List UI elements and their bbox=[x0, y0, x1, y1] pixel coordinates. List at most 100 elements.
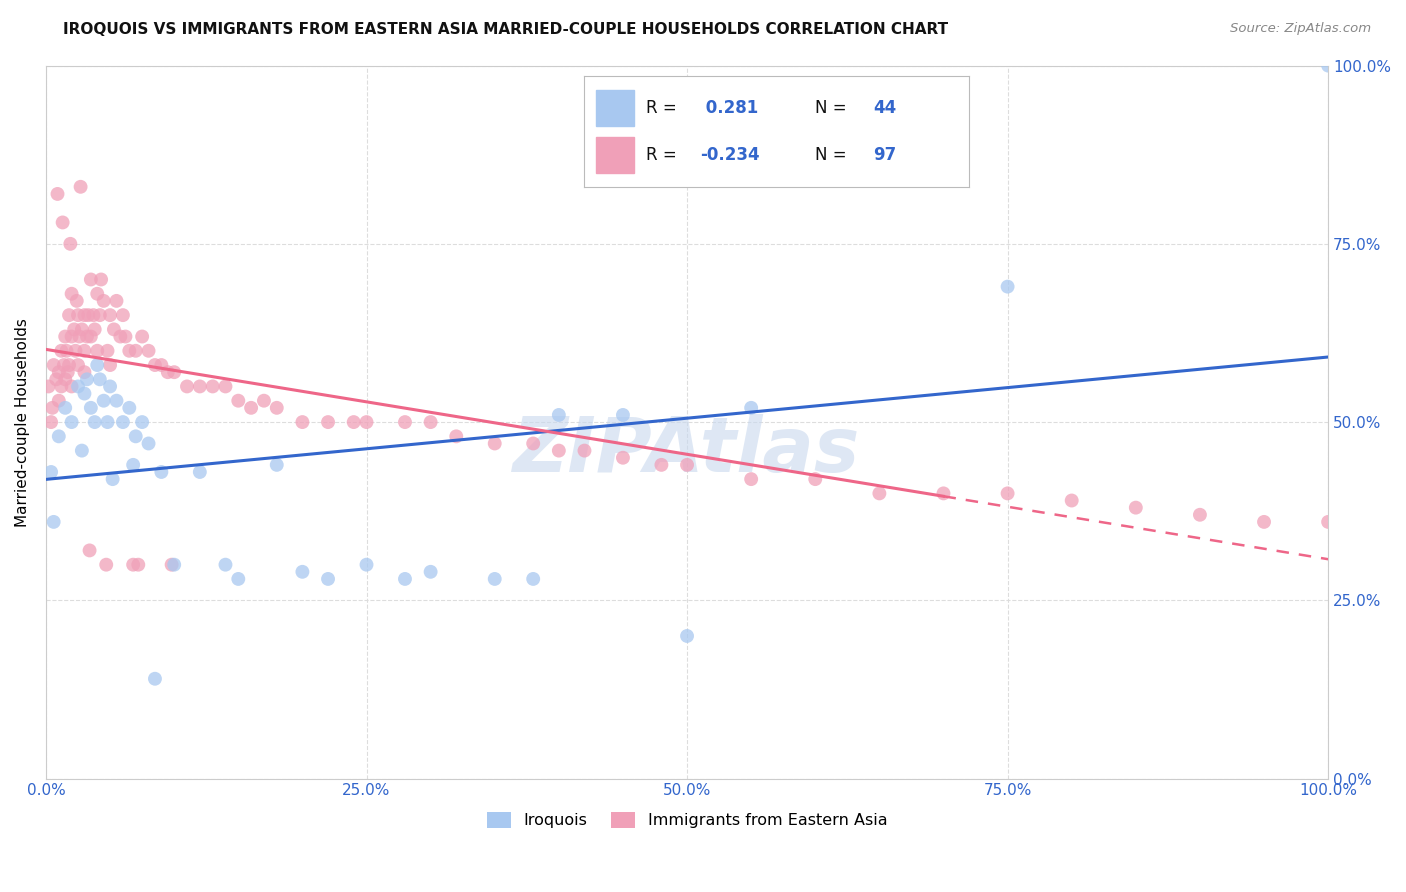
Point bbox=[56, 365, 79, 379]
Point bbox=[48, 429, 70, 443]
Point bbox=[70, 443, 93, 458]
Point bbox=[83, 415, 105, 429]
Point bbox=[114, 329, 136, 343]
Point bbox=[160, 558, 183, 572]
Point bbox=[60, 415, 83, 429]
Point bbox=[38, 379, 60, 393]
Point bbox=[86, 343, 108, 358]
Point bbox=[226, 572, 249, 586]
Point bbox=[131, 329, 153, 343]
Point bbox=[53, 329, 76, 343]
Point bbox=[80, 329, 103, 343]
Point bbox=[83, 322, 105, 336]
Point bbox=[266, 458, 288, 472]
Point bbox=[1125, 500, 1147, 515]
Point bbox=[118, 343, 141, 358]
Point bbox=[39, 415, 62, 429]
Point bbox=[163, 558, 186, 572]
Point bbox=[66, 379, 89, 393]
Point bbox=[138, 343, 160, 358]
Point bbox=[150, 465, 173, 479]
Point bbox=[79, 543, 101, 558]
Point bbox=[105, 293, 128, 308]
Point bbox=[574, 443, 596, 458]
Point bbox=[176, 379, 198, 393]
Text: IROQUOIS VS IMMIGRANTS FROM EASTERN ASIA MARRIED-COUPLE HOUSEHOLDS CORRELATION C: IROQUOIS VS IMMIGRANTS FROM EASTERN ASIA… bbox=[63, 22, 949, 37]
Point bbox=[86, 286, 108, 301]
Point bbox=[740, 401, 762, 415]
Point bbox=[316, 415, 339, 429]
Point bbox=[96, 343, 118, 358]
Point bbox=[419, 415, 441, 429]
Point bbox=[89, 308, 111, 322]
Point bbox=[612, 408, 634, 422]
Point bbox=[253, 393, 276, 408]
Point bbox=[356, 415, 378, 429]
Point bbox=[394, 415, 416, 429]
Point bbox=[188, 465, 211, 479]
Point bbox=[76, 329, 98, 343]
Point bbox=[226, 393, 249, 408]
Point bbox=[868, 486, 890, 500]
Point bbox=[804, 472, 827, 486]
Point bbox=[676, 629, 699, 643]
Point bbox=[143, 358, 166, 372]
Point bbox=[131, 415, 153, 429]
Point bbox=[60, 329, 83, 343]
Point bbox=[1317, 515, 1340, 529]
Point bbox=[46, 186, 69, 201]
Point bbox=[80, 272, 103, 286]
Point bbox=[73, 365, 96, 379]
Point bbox=[65, 343, 87, 358]
Point bbox=[547, 443, 569, 458]
Point bbox=[67, 329, 90, 343]
Point bbox=[73, 308, 96, 322]
Point bbox=[53, 401, 76, 415]
Point bbox=[110, 329, 132, 343]
Point bbox=[1317, 59, 1340, 73]
Point bbox=[42, 358, 65, 372]
Point bbox=[96, 415, 118, 429]
Point bbox=[612, 450, 634, 465]
Point bbox=[522, 436, 544, 450]
Point bbox=[1060, 493, 1083, 508]
Point bbox=[80, 401, 103, 415]
Point bbox=[118, 401, 141, 415]
Point bbox=[111, 308, 134, 322]
Point bbox=[394, 572, 416, 586]
Point bbox=[70, 322, 93, 336]
Point bbox=[650, 458, 672, 472]
Point bbox=[446, 429, 468, 443]
Point bbox=[90, 272, 112, 286]
Point bbox=[111, 415, 134, 429]
Point bbox=[150, 358, 173, 372]
Point bbox=[58, 308, 80, 322]
Point bbox=[125, 429, 148, 443]
Point bbox=[1253, 515, 1275, 529]
Point bbox=[60, 379, 83, 393]
Point bbox=[1188, 508, 1211, 522]
Point bbox=[101, 472, 124, 486]
Point bbox=[997, 279, 1019, 293]
Point bbox=[932, 486, 955, 500]
Point bbox=[266, 401, 288, 415]
Point bbox=[214, 379, 236, 393]
Point bbox=[740, 472, 762, 486]
Point bbox=[73, 343, 96, 358]
Point bbox=[163, 365, 186, 379]
Point bbox=[66, 293, 89, 308]
Point bbox=[86, 358, 108, 372]
Point bbox=[547, 408, 569, 422]
Point bbox=[89, 372, 111, 386]
Point bbox=[522, 572, 544, 586]
Point bbox=[138, 436, 160, 450]
Point bbox=[103, 322, 125, 336]
Point bbox=[82, 308, 104, 322]
Legend: Iroquois, Immigrants from Eastern Asia: Iroquois, Immigrants from Eastern Asia bbox=[481, 805, 894, 835]
Point bbox=[48, 393, 70, 408]
Point bbox=[73, 386, 96, 401]
Point bbox=[51, 379, 73, 393]
Point bbox=[76, 372, 98, 386]
Point bbox=[98, 308, 121, 322]
Point bbox=[53, 372, 76, 386]
